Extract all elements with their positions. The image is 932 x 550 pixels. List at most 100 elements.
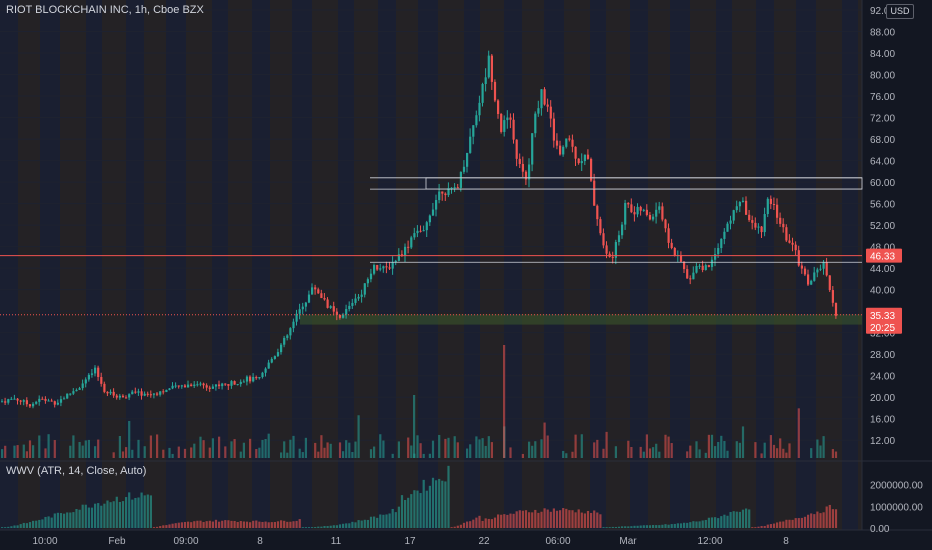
indicator-bar xyxy=(118,501,121,528)
indicator-bar xyxy=(710,517,714,528)
candle-body xyxy=(199,383,202,385)
volume-bar xyxy=(593,442,596,458)
indicator-bar xyxy=(183,521,187,528)
indicator-bar xyxy=(497,514,500,528)
candle xyxy=(63,396,66,400)
candle xyxy=(447,182,450,198)
candle xyxy=(264,367,267,377)
volume-bar xyxy=(391,453,394,458)
volume-bar xyxy=(397,441,400,458)
indicator-bar xyxy=(596,512,599,528)
indicator-bar xyxy=(162,525,165,528)
candle xyxy=(171,382,174,390)
candle xyxy=(304,301,307,312)
volume-bar xyxy=(419,443,422,458)
candle xyxy=(546,98,549,112)
indicator-bar xyxy=(100,505,103,528)
volume-bar xyxy=(627,440,630,458)
volume-bar xyxy=(255,449,258,458)
indicator-bar xyxy=(782,521,785,528)
volume-bar xyxy=(469,444,472,458)
candle-body xyxy=(766,198,769,215)
candle xyxy=(760,226,763,238)
volume-bar xyxy=(707,434,710,458)
volume-bar xyxy=(242,442,245,458)
volume-bar xyxy=(338,442,342,458)
candle xyxy=(323,293,326,301)
candle-body xyxy=(735,206,738,211)
candle xyxy=(19,399,22,405)
candle-body xyxy=(252,377,255,382)
candle-body xyxy=(19,400,22,402)
indicator-title[interactable]: WWV (ATR, 14, Close, Auto) xyxy=(6,465,147,477)
indicator-bar xyxy=(59,513,63,528)
candle xyxy=(639,205,642,216)
indicator-bar xyxy=(410,494,413,528)
candle-body xyxy=(782,223,785,228)
indicator-bar xyxy=(56,512,59,528)
candle-body xyxy=(487,55,490,78)
candle xyxy=(35,400,38,405)
candle-body xyxy=(171,385,174,389)
indicator-bar xyxy=(559,510,562,528)
currency-badge[interactable]: USD xyxy=(886,4,914,19)
indicator-bar xyxy=(326,526,329,528)
candle xyxy=(159,391,162,397)
indicator-bar xyxy=(816,511,819,528)
candle-body xyxy=(630,204,633,213)
indicator-bar xyxy=(329,525,332,528)
indicator-bar xyxy=(487,518,490,528)
indicator-bar xyxy=(134,497,137,528)
volume-bar xyxy=(211,438,214,458)
candle-body xyxy=(4,401,7,403)
session-stripe xyxy=(270,0,292,530)
indicator-bar xyxy=(676,523,679,528)
candle xyxy=(100,372,103,387)
volume-bar xyxy=(44,448,47,458)
session-stripe xyxy=(252,0,270,530)
indicator-bar xyxy=(152,527,156,528)
indicator-bar xyxy=(741,509,745,528)
indicator-bar xyxy=(531,512,534,528)
candle xyxy=(152,393,156,399)
indicator-bar xyxy=(28,522,32,528)
price-tick-label: 32.00 xyxy=(870,329,895,340)
indicator-bar xyxy=(314,527,317,528)
candle-body xyxy=(714,254,717,260)
volume-bar xyxy=(531,445,534,458)
candle xyxy=(797,245,800,267)
symbol-title[interactable]: RIOT BLOCKCHAIN INC, 1h, Cboe BZX xyxy=(6,4,204,16)
indicator-bar xyxy=(351,521,354,528)
candle xyxy=(391,256,394,275)
indicator-bar xyxy=(242,521,245,528)
candle-body xyxy=(224,383,227,385)
candle xyxy=(245,375,249,386)
indicator-bar xyxy=(537,512,540,528)
volume-bar xyxy=(118,435,121,458)
candle-body xyxy=(596,205,599,220)
price-tick-label: 60.00 xyxy=(870,178,895,189)
candle xyxy=(369,268,373,283)
indicator-bar xyxy=(159,526,162,528)
indicator-bar xyxy=(689,522,692,528)
candle xyxy=(428,214,431,226)
indicator-bar xyxy=(44,516,47,528)
indicator-bar xyxy=(397,506,400,528)
indicator-bar xyxy=(785,519,788,528)
volume-bar xyxy=(128,420,131,458)
indicator-bar xyxy=(143,495,146,528)
candle-body xyxy=(81,383,84,389)
indicator-bar xyxy=(562,508,565,528)
candle-body xyxy=(366,279,369,284)
candle xyxy=(149,390,152,398)
volume-bar xyxy=(695,441,698,458)
candle xyxy=(472,125,475,145)
candle xyxy=(10,396,13,400)
candle-body xyxy=(218,384,221,387)
indicator-bar xyxy=(180,522,183,528)
candle xyxy=(583,154,586,166)
candle xyxy=(422,225,425,232)
candle-body xyxy=(772,203,776,205)
indicator-bar xyxy=(478,515,481,528)
